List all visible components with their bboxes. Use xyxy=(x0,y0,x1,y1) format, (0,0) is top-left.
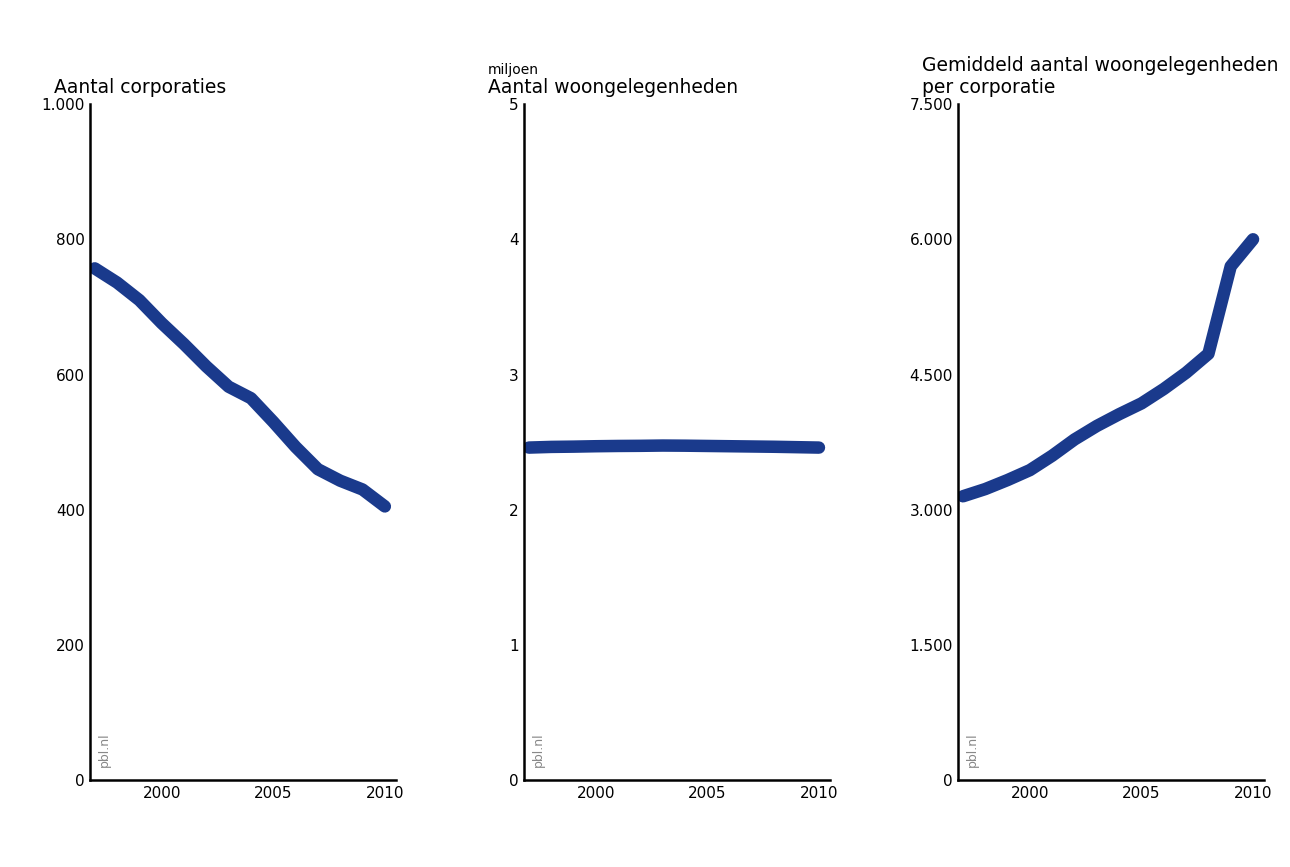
Text: Aantal corporaties: Aantal corporaties xyxy=(54,78,226,97)
Text: pbl.nl: pbl.nl xyxy=(966,732,979,766)
Text: pbl.nl: pbl.nl xyxy=(531,732,544,766)
Text: Aantal woongelegenheden: Aantal woongelegenheden xyxy=(488,78,738,97)
Text: Gemiddeld aantal woongelegenheden
per corporatie: Gemiddeld aantal woongelegenheden per co… xyxy=(922,56,1278,97)
Text: miljoen: miljoen xyxy=(488,63,539,77)
Text: pbl.nl: pbl.nl xyxy=(98,732,111,766)
